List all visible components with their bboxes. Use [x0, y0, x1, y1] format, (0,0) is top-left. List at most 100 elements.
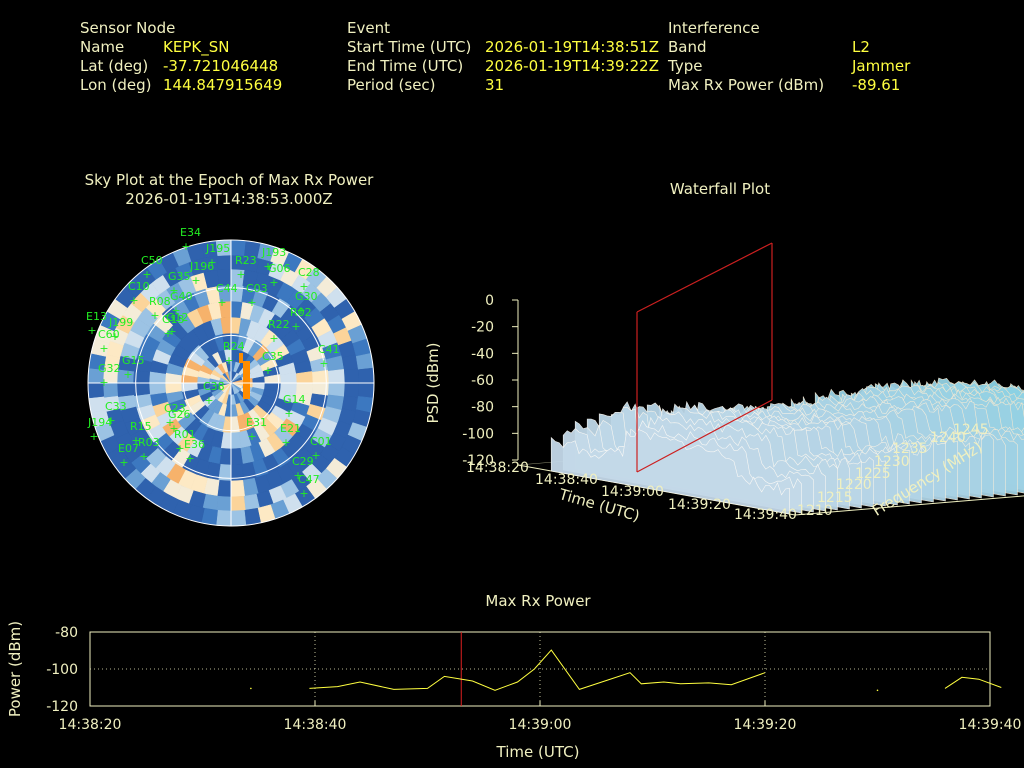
satellite-label: E34 [180, 226, 201, 239]
satellite-plus-icon: + [299, 487, 308, 500]
satellite-plus-icon: + [263, 364, 272, 377]
satellite-plus-icon: + [169, 284, 178, 297]
satellite-marker: +G32 [98, 362, 121, 389]
line-chart-grid [89, 631, 991, 707]
sky-plot-satellites: +E34+J195+C50+J196+R23 +J193+G06+C28+C10 +… [86, 226, 340, 500]
satellite-marker: +G15 [122, 354, 145, 381]
waterfall-freq-tick-label: 1230 [874, 454, 910, 470]
waterfall-time-tick-label: 14:38:20 [466, 460, 529, 476]
satellite-plus-icon: + [311, 449, 320, 462]
satellite-plus-icon: + [263, 260, 272, 273]
marker-plane-edge [636, 242, 773, 313]
satellite-label: E07 [118, 442, 139, 455]
waterfall-z-tick-label: -40 [471, 346, 494, 362]
max-rx-power-value: -89.61 [852, 76, 901, 94]
sensor-lon-label: Lon (deg) [80, 76, 152, 94]
satellite-label: G26 [168, 408, 191, 421]
satellite-plus-icon: + [269, 276, 278, 289]
satellite-plus-icon: + [284, 407, 293, 420]
satellite-marker: +R03 [138, 436, 160, 463]
satellite-label: R03 [138, 436, 160, 449]
satellite-plus-icon: + [204, 394, 213, 407]
satellite-label: C47 [298, 473, 320, 486]
waterfall-time-tick-label: 14:38:40 [535, 472, 598, 488]
satellite-marker: +C33 [105, 400, 127, 427]
satellite-marker: +E07 [118, 442, 139, 469]
waterfall-time-tick-label: 14:39:00 [601, 484, 664, 500]
waterfall-freq-tick-label: 1220 [836, 477, 872, 493]
satellite-plus-icon: + [185, 452, 194, 465]
satellite-label: G35 [168, 270, 191, 283]
satellite-marker: +J194 [87, 416, 112, 443]
satellite-marker: +E34 [180, 226, 201, 253]
waterfall-ribbon [550, 429, 790, 515]
satellite-marker: +C28 [298, 266, 320, 293]
satellite-marker: +E13 [86, 310, 107, 337]
waterfall-freq-tick-label: 1235 [892, 441, 928, 457]
satellite-plus-icon: + [269, 332, 278, 345]
satellite-label: G13 [162, 313, 185, 326]
satellite-plus-icon: + [293, 469, 302, 482]
y-tick-label: -80 [55, 625, 78, 641]
interference-type-value: Jammer [852, 57, 911, 75]
waterfall-time-tick-label: 14:39:20 [668, 497, 731, 513]
skyplot-subtitle: 2026-01-19T14:38:53.000Z [125, 190, 333, 208]
satellite-label: C33 [105, 400, 127, 413]
sensor-lat-label: Lat (deg) [80, 57, 149, 75]
satellite-label: G40 [170, 290, 193, 303]
satellite-plus-icon: + [142, 268, 151, 281]
satellite-plus-icon: + [247, 430, 256, 443]
interference-type-label: Type [668, 57, 703, 75]
satellite-marker: +E36 [184, 438, 205, 465]
waterfall-title: Waterfall Plot [669, 180, 771, 198]
y-axis-label: Power (dBm) [6, 621, 24, 717]
satellite-label: R24 [223, 340, 245, 353]
satellite-plus-icon: + [181, 240, 190, 253]
interference-band-value: L2 [852, 38, 870, 56]
satellite-label: J194 [87, 416, 112, 429]
x-tick-label: 14:38:40 [284, 717, 347, 733]
satellite-marker: +G14 [283, 393, 306, 420]
satellite-marker: +J193 [261, 246, 286, 273]
satellite-label: G06 [268, 262, 291, 275]
satellite-marker: +G13 [162, 313, 185, 340]
satellite-plus-icon: + [207, 256, 216, 269]
satellite-marker: +R01 [174, 428, 196, 455]
satellite-plus-icon: + [139, 450, 148, 463]
waterfall-z-tick-label: -20 [471, 320, 494, 336]
sky-jammer-track [243, 361, 250, 399]
satellite-marker: +C41 [318, 343, 340, 370]
waterfall-time-tick-label: 14:39:40 [734, 507, 797, 523]
satellite-plus-icon: + [89, 430, 98, 443]
satellite-label: R23 [235, 254, 257, 267]
satellite-marker: +J199 [108, 316, 133, 343]
satellite-marker: +E21 [280, 422, 301, 449]
waterfall-z-tick-label: -120 [462, 453, 494, 469]
satellite-label: R08 [149, 295, 171, 308]
satellite-marker: +C10 [128, 280, 150, 307]
satellite-plus-icon: + [150, 309, 159, 322]
skyplot-title: Sky Plot at the Epoch of Max Rx Power [84, 171, 374, 189]
satellite-label: C03 [246, 282, 268, 295]
sensor-name-value: KEPK_SN [163, 38, 230, 56]
satellite-label: J196 [189, 260, 214, 273]
x-tick-label: 14:39:00 [509, 717, 572, 733]
sensor-lon-value: 144.847915649 [163, 76, 283, 94]
x-axis-label: Time (UTC) [496, 743, 580, 761]
satellite-plus-icon: + [99, 376, 108, 389]
event-start-label: Start Time (UTC) [347, 38, 472, 56]
satellite-plus-icon: + [110, 330, 119, 343]
satellite-marker: +G40 [170, 290, 193, 317]
satellite-plus-icon: + [224, 354, 233, 367]
satellite-plus-icon: + [191, 274, 200, 287]
satellite-marker: +R08 [149, 295, 171, 322]
x-tick-label: 14:39:40 [959, 717, 1022, 733]
waterfall-freq-tick-label: 1210 [797, 503, 833, 519]
waterfall-freq-tick-label: 1240 [930, 430, 966, 446]
satellite-plus-icon: + [167, 325, 176, 338]
line-chart-series [250, 649, 1002, 692]
satellite-label: G12 [166, 311, 189, 324]
satellite-marker: +J195 [205, 242, 230, 269]
satellite-marker: +C03 [246, 282, 268, 309]
satellite-marker: +C35 [262, 350, 284, 377]
